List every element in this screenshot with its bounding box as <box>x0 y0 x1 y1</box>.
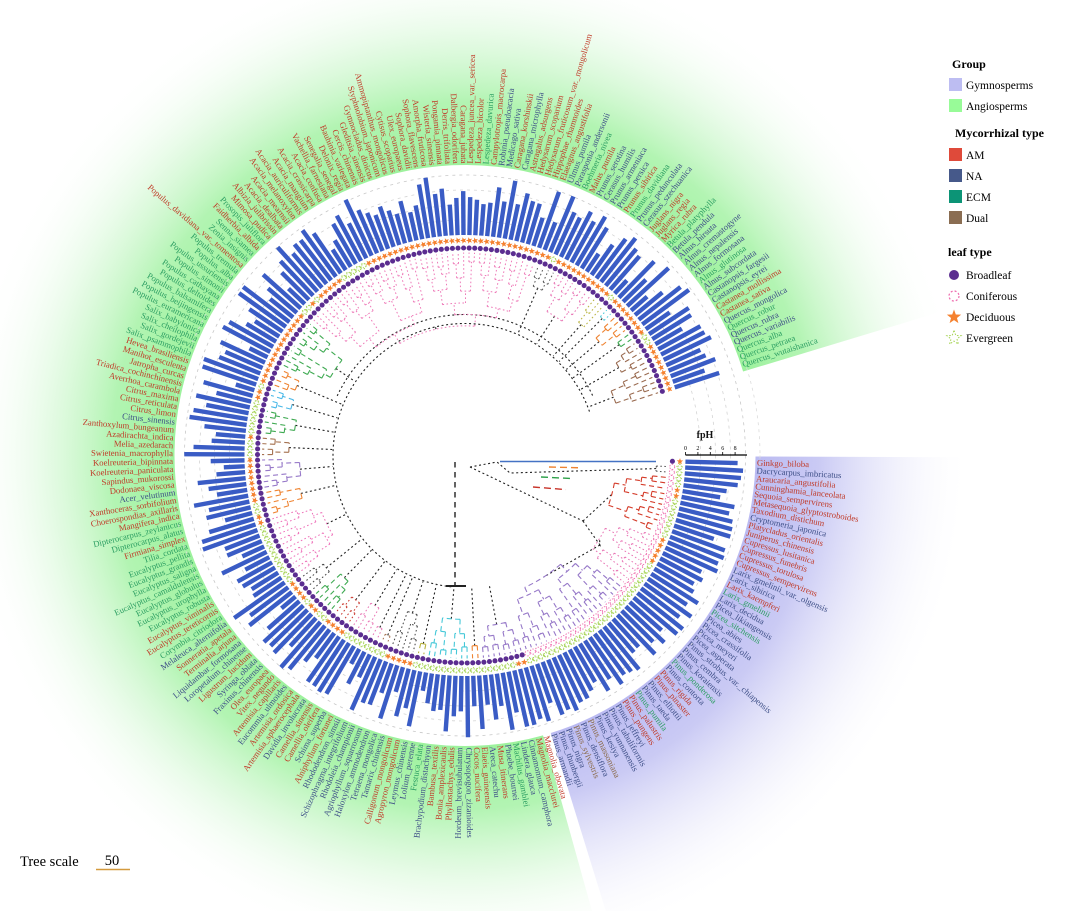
svg-text:Gymnosperms: Gymnosperms <box>966 80 1034 92</box>
svg-text:Mycorrhizal type: Mycorrhizal type <box>955 126 1045 140</box>
svg-text:Chrysopogon_zizanioides: Chrysopogon_zizanioides <box>464 747 475 838</box>
svg-text:Broadleaf: Broadleaf <box>966 270 1012 282</box>
svg-text:fpH: fpH <box>697 430 714 441</box>
svg-text:Deciduous: Deciduous <box>966 312 1016 324</box>
svg-text:leaf type: leaf type <box>948 245 992 259</box>
svg-text:0: 0 <box>684 446 687 452</box>
svg-text:4: 4 <box>709 446 712 452</box>
svg-text:Coniferous: Coniferous <box>966 291 1018 303</box>
svg-text:Dual: Dual <box>966 213 988 225</box>
svg-text:Angiosperms: Angiosperms <box>966 101 1028 113</box>
svg-text:6: 6 <box>721 446 724 452</box>
svg-text:2: 2 <box>696 446 699 452</box>
svg-text:NA: NA <box>966 171 983 183</box>
svg-text:AM: AM <box>966 150 985 162</box>
svg-text:ECM: ECM <box>966 192 991 204</box>
svg-text:8: 8 <box>734 446 737 452</box>
svg-text:Group: Group <box>952 57 986 71</box>
svg-text:Tree scale: Tree scale <box>20 854 79 870</box>
svg-text:Evergreen: Evergreen <box>966 333 1013 345</box>
svg-text:50: 50 <box>105 853 120 869</box>
